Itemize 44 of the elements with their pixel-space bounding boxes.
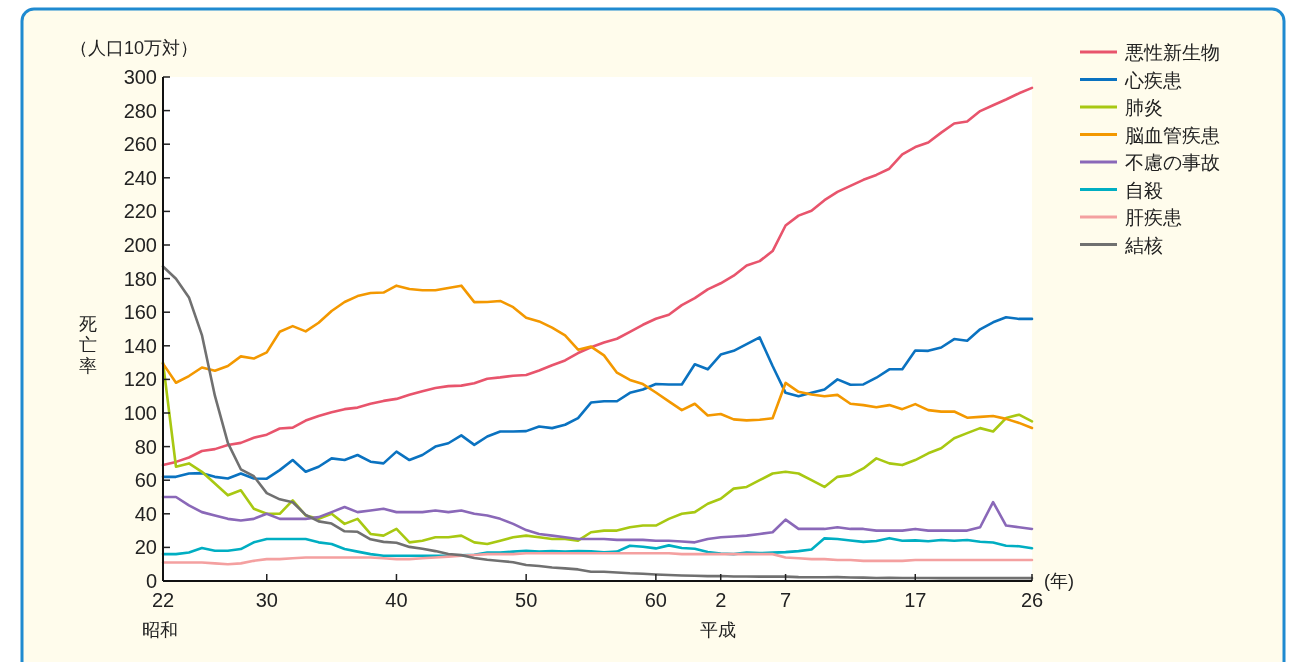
x-tick-label: 2: [715, 589, 727, 611]
y-tick-label: 220: [123, 200, 157, 223]
text: 平成: [700, 620, 736, 640]
y-tick-label: 120: [123, 368, 157, 391]
x-tick-label: 26: [1020, 589, 1044, 611]
legend-label: 心疾患: [1124, 69, 1182, 91]
y-tick-label: 80: [134, 435, 157, 458]
x-tick-label: 60: [644, 589, 667, 611]
y-tick-label: 240: [123, 166, 157, 189]
x-tick-label: 40: [385, 589, 408, 611]
line-series: [161, 551, 1034, 566]
text: 昭和: [142, 620, 178, 640]
line-series: [161, 284, 1034, 430]
legend-label: 不慮の事故: [1125, 152, 1220, 173]
y-tick-label: 60: [134, 469, 157, 492]
legend-label: 脳血管疾患: [1125, 124, 1220, 146]
line-series: [161, 495, 1034, 544]
x-axis-title: (年): [1044, 571, 1074, 591]
x-tick-label: 22: [151, 589, 175, 611]
y-tick-label: 20: [134, 536, 157, 559]
y-tick-label: 200: [123, 234, 157, 256]
legend-label: 自殺: [1125, 179, 1163, 201]
x-tick-label: 7: [780, 589, 792, 611]
y-axis-title: 死亡率: [79, 314, 97, 376]
x-tick-label: 30: [255, 589, 278, 611]
line-series: [161, 315, 1034, 480]
line-series: [161, 86, 1034, 467]
y-tick-label: 300: [123, 66, 157, 88]
y-tick-label: 260: [123, 133, 157, 156]
y-tick-label: 280: [123, 99, 157, 122]
legend-label: 肺炎: [1125, 97, 1163, 118]
legend-label: 悪性新生物: [1124, 42, 1220, 63]
y-tick-label: 140: [123, 334, 157, 357]
y-tick-label: 180: [123, 267, 157, 290]
x-tick-label: 50: [515, 589, 538, 611]
y-tick-label: 160: [123, 301, 157, 324]
line-series: [161, 536, 1034, 558]
y-tick-label: 40: [134, 502, 157, 525]
text: （人口10万対）: [70, 38, 199, 58]
x-tick-label: 17: [904, 589, 927, 611]
y-tick-label: 0: [145, 570, 157, 592]
y-tick-label: 100: [123, 402, 157, 424]
legend-label: 肝疾患: [1125, 207, 1182, 228]
legend-label: 結核: [1124, 234, 1163, 256]
